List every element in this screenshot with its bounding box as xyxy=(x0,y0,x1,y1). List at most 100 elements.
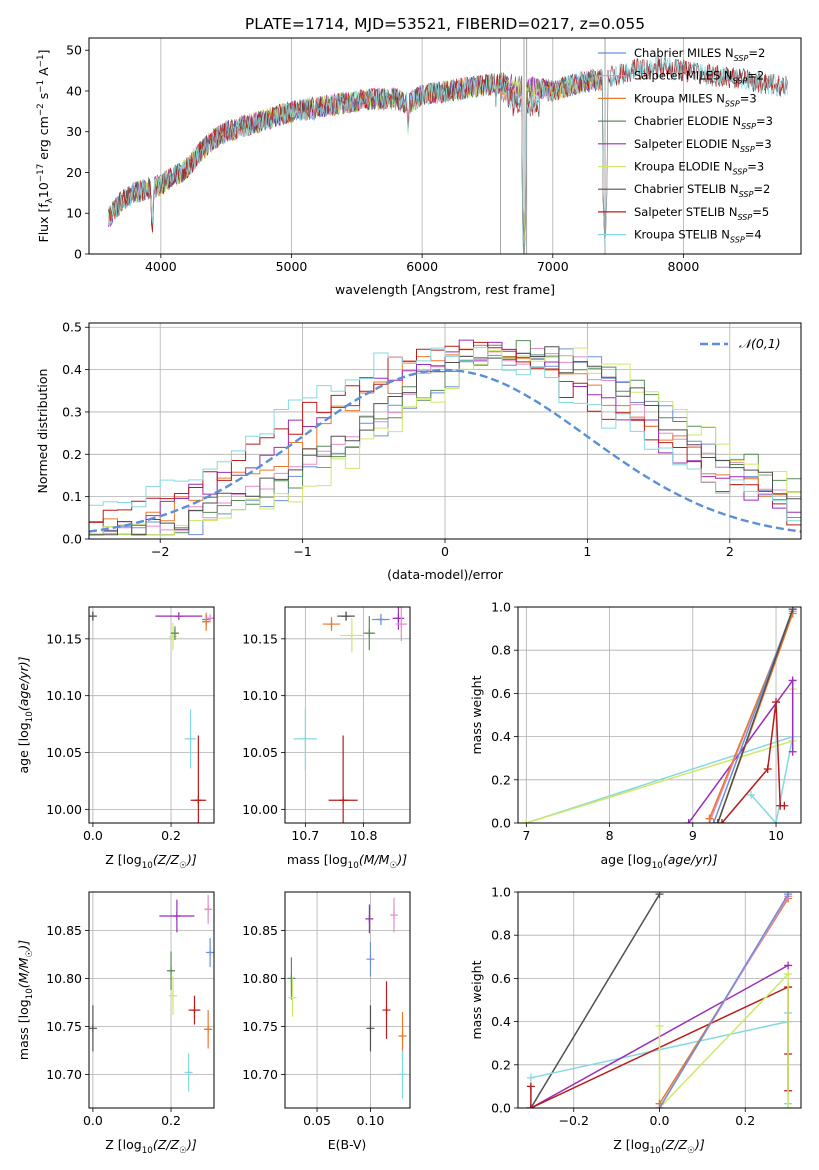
mass_vs_ebv-xtick-label: 0.05 xyxy=(303,1113,331,1128)
weight_vs_age-ytick-label: 1.0 xyxy=(491,600,511,615)
mass_vs_Z-point-marker xyxy=(184,1068,193,1077)
spectrum-frame xyxy=(88,37,802,255)
weight_vs_age-ytick-label: 0.4 xyxy=(491,729,511,744)
residuals-hist-kroupa-stelib xyxy=(89,347,801,522)
weight_vs_Z-ytick-label: 0.0 xyxy=(491,1101,511,1116)
age_vs_Z-point-marker xyxy=(170,629,179,638)
spectrum-xlabel: wavelength [Angstrom, rest frame] xyxy=(335,282,555,297)
weight_vs_age-marker xyxy=(788,607,797,614)
spectrum-line-kroupa-stelib xyxy=(108,55,788,254)
weight_vs_age-xtick-label: 10 xyxy=(768,828,784,843)
age_vs_mass-point-marker xyxy=(301,734,310,743)
mass_vs_ebv-frame xyxy=(284,891,411,1109)
spectrum-xtick-label: 6000 xyxy=(406,259,438,274)
mass_vs_Z-point-marker xyxy=(204,1025,213,1034)
age_vs_mass-point-marker xyxy=(347,631,356,640)
mass_vs_Z-plot xyxy=(89,892,214,1108)
mass_vs_ebv-point-marker xyxy=(366,1024,375,1033)
age_vs_mass-point-marker xyxy=(327,620,336,629)
weight_vs_Z-xtick-label: −0.2 xyxy=(559,1113,589,1128)
weight_vs_age-xtick-label: 7 xyxy=(522,828,530,843)
mass_vs_ebv-ytick-label: 10.75 xyxy=(242,1019,278,1034)
weight_vs_age-line-kroupa-stelib xyxy=(526,735,794,823)
weight_vs_Z-ytick-label: 1.0 xyxy=(491,885,511,900)
spectrum-legend-label: Chabrier ELODIE NSSP=3 xyxy=(634,114,773,131)
age_vs_mass-frame xyxy=(284,606,411,824)
age_vs_Z-point-marker xyxy=(89,612,97,621)
mass_vs_ebv-ytick-label: 10.85 xyxy=(242,923,278,938)
weight_vs_Z-marker xyxy=(784,970,793,979)
age_vs_mass-point-marker xyxy=(376,615,385,624)
age_vs_Z-ytick-label: 10.05 xyxy=(46,745,82,760)
mass_vs_ebv-point-marker xyxy=(398,1070,407,1079)
weight_vs_Z-xtick-label: 0.0 xyxy=(650,1113,670,1128)
residuals-xtick-label: −2 xyxy=(151,544,169,559)
weight_vs_Z-marker xyxy=(784,892,793,899)
age_vs_mass-axes: 10.7 10.8 10.00 10.05 10.10 10.15 xyxy=(242,606,411,843)
mass_vs_ebv-point-marker xyxy=(365,914,374,923)
age_vs_Z-xtick-label: 0.2 xyxy=(161,828,181,843)
residuals-ytick-label: 0.3 xyxy=(62,404,82,419)
mass_vs_ebv-point-marker xyxy=(288,993,297,1002)
age_vs_mass-ytick-label: 10.00 xyxy=(242,802,278,817)
mass_vs_Z-point-marker xyxy=(204,905,213,914)
spectrum-legend-label: Salpeter MILES NSSP=2 xyxy=(634,69,764,86)
residuals-ytick-label: 0.1 xyxy=(62,489,82,504)
spectrum-axes: 4000 5000 6000 7000 8000 0 10 20 30 40 50 Chabrier … xyxy=(66,37,802,274)
mass_vs_ebv-axes: 0.05 0.10 10.70 10.75 10.80 10.85 xyxy=(242,891,411,1128)
weight_vs_age-marker xyxy=(522,819,531,823)
weight_vs_age-ytick-label: 0.8 xyxy=(491,643,511,658)
mass_vs_Z-point-marker xyxy=(206,948,214,957)
weight_vs_age-marker xyxy=(780,801,789,810)
mass_vs_ebv-ytick-label: 10.70 xyxy=(242,1067,278,1082)
weight_vs_age-marker xyxy=(788,747,797,756)
residuals-xtick-label: 0 xyxy=(441,544,449,559)
spectrum-ytick-label: 50 xyxy=(66,43,82,58)
residuals-normal-curve xyxy=(89,368,801,533)
mass-vs-ebv-xlabel: E(B-V) xyxy=(328,1137,367,1152)
residuals-xtick-label: 1 xyxy=(583,544,591,559)
residuals-xtick-label: −1 xyxy=(293,544,311,559)
spectrum-legend-label: Kroupa STELIB NSSP=4 xyxy=(634,228,762,245)
mass_vs_ebv-xtick-label: 0.10 xyxy=(357,1113,385,1128)
age_vs_mass-ytick-label: 10.05 xyxy=(242,745,278,760)
weight_vs_age-marker xyxy=(747,790,756,799)
weight_vs_Z-ytick-label: 0.6 xyxy=(491,971,511,986)
weight_vs_age-line-kroupa-elodie xyxy=(526,689,794,823)
spectrum-plot xyxy=(108,38,788,254)
weight_vs_Z-line-chabrier-stelib xyxy=(530,893,661,1108)
weight_vs_age-ytick-label: 0.2 xyxy=(491,772,511,787)
age_vs_mass-point-marker xyxy=(339,796,348,805)
weight-vs-age-ylabel: mass weight xyxy=(469,675,484,754)
mass_vs_Z-ytick-label: 10.70 xyxy=(46,1067,82,1082)
weight_vs_Z-marker xyxy=(526,1082,535,1091)
spectrum-ytick-label: 10 xyxy=(66,206,82,221)
weight_vs_Z-axes: −0.2 0.0 0.2 0.0 0.2 0.4 0.6 0.8 1.0 xyxy=(491,885,802,1128)
age_vs_Z-point-marker xyxy=(186,734,195,743)
age-vs-z-ylabel: age [log10(age/yr)] xyxy=(16,656,35,773)
mass_vs_Z-xtick-label: 0.0 xyxy=(83,1113,103,1128)
spectrum-xtick-label: 4000 xyxy=(145,259,177,274)
weight_vs_age-marker xyxy=(772,819,781,823)
residuals-ytick-label: 0.4 xyxy=(62,362,82,377)
spectrum-ylabel: Flux [fλ10−17 erg cm−2 s−1 A−1] xyxy=(36,50,55,243)
weight-vs-z-xlabel: Z [log10(Z/Z☉)] xyxy=(613,1137,705,1156)
weight_vs_Z-marker xyxy=(784,961,793,970)
weight_vs_age-line-chabrier-stelib xyxy=(717,608,794,823)
mass_vs_Z-ytick-label: 10.80 xyxy=(46,971,82,986)
weight_vs_age-axes: 7 8 9 10 0.0 0.2 0.4 0.6 0.8 1.0 xyxy=(491,600,802,843)
spectrum-xtick-label: 8000 xyxy=(668,259,700,274)
weight_vs_age-marker xyxy=(717,819,726,823)
age-vs-z-xlabel: Z [log10(Z/Z☉)] xyxy=(105,852,197,871)
age_vs_Z-ytick-label: 10.10 xyxy=(46,688,82,703)
weight_vs_Z-marker xyxy=(526,1104,535,1108)
age_vs_mass-ytick-label: 10.15 xyxy=(242,631,278,646)
spectrum-legend-label: Kroupa MILES NSSP=3 xyxy=(634,91,757,108)
mass_vs_Z-point-marker xyxy=(172,912,181,920)
age_vs_Z-point-marker xyxy=(168,632,177,641)
age_vs_Z-point-marker xyxy=(194,796,203,805)
residuals-hist-chabrier-stelib xyxy=(89,346,801,536)
spectrum-ytick-label: 0 xyxy=(74,247,82,262)
age_vs_mass-xtick-label: 10.7 xyxy=(291,828,319,843)
